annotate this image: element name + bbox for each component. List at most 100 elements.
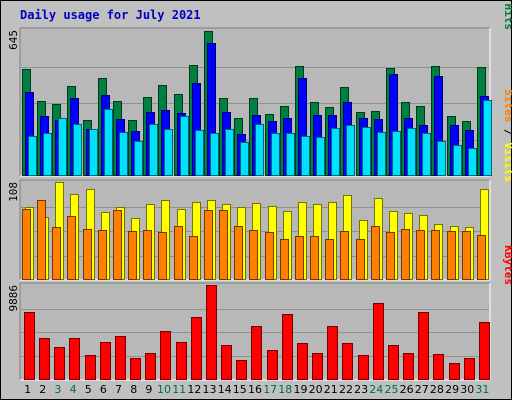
bar-sites-day-6 — [98, 230, 107, 280]
series-legend: Sites / Visits — [502, 89, 512, 182]
day-label-20: 20 — [309, 383, 323, 396]
bar-kbytes-day-13 — [206, 285, 217, 380]
bar-pages-day-28 — [437, 141, 446, 176]
bar-pages-day-17 — [271, 133, 280, 176]
day-label-19: 19 — [294, 383, 308, 396]
bar-pages-day-16 — [255, 124, 264, 176]
max-value-label: 108 — [7, 182, 20, 202]
day-label-21: 21 — [324, 383, 338, 396]
bar-pages-day-19 — [301, 136, 310, 176]
bar-kbytes-day-22 — [342, 343, 353, 380]
bar-sites-day-7 — [113, 210, 122, 280]
bar-kbytes-day-28 — [433, 354, 444, 380]
bar-sites-day-15 — [234, 226, 243, 280]
max-value-label: 645 — [7, 30, 20, 50]
bar-sites-day-9 — [143, 230, 152, 280]
bar-sites-day-25 — [386, 232, 395, 280]
bar-sites-day-21 — [325, 239, 334, 280]
bar-kbytes-day-6 — [100, 342, 111, 380]
series-legend: Pages / Files / Hits — [502, 0, 512, 30]
chart-panels: 645 Pages / Files / Hits 108 Sites / Visits… — [7, 0, 512, 381]
bar-kbytes-day-4 — [69, 338, 80, 380]
bar-kbytes-day-27 — [418, 312, 429, 380]
bar-sites-day-18 — [280, 239, 289, 280]
bar-kbytes-day-17 — [267, 350, 278, 380]
bar-kbytes-day-24 — [373, 303, 384, 380]
bar-pages-day-5 — [89, 129, 98, 176]
day-label-6: 6 — [100, 383, 107, 396]
day-label-15: 15 — [233, 383, 247, 396]
bar-sites-day-10 — [158, 232, 167, 280]
bar-pages-day-2 — [43, 133, 52, 176]
day-label-26: 26 — [400, 383, 414, 396]
bar-sites-day-30 — [462, 231, 471, 280]
bar-pages-day-13 — [210, 133, 219, 176]
bar-kbytes-day-8 — [130, 358, 141, 380]
bar-pages-day-8 — [134, 141, 143, 176]
bar-kbytes-day-9 — [145, 353, 156, 380]
bar-kbytes-day-20 — [312, 353, 323, 380]
bar-sites-day-5 — [83, 229, 92, 280]
day-label-22: 22 — [339, 383, 353, 396]
day-label-2: 2 — [39, 383, 46, 396]
bar-pages-day-15 — [240, 142, 249, 176]
bar-pages-day-20 — [316, 137, 325, 176]
bar-kbytes-day-5 — [85, 355, 96, 380]
day-label-12: 12 — [187, 383, 201, 396]
bar-pages-day-4 — [73, 124, 82, 176]
series-sites — [22, 200, 486, 280]
day-labels: 1 2 3 4 5 6 7 8 9 10 11 12 13 14 15 16 17 18 19 20 21 22 23 24 2… — [24, 383, 489, 396]
day-label-27: 27 — [415, 383, 429, 396]
bar-sites-day-22 — [340, 231, 349, 280]
bar-kbytes-day-15 — [236, 360, 247, 380]
bar-kbytes-day-11 — [176, 342, 187, 380]
bar-sites-day-4 — [67, 216, 76, 280]
day-label-11: 11 — [172, 383, 186, 396]
day-label-3: 3 — [54, 383, 61, 396]
bar-pages-day-27 — [422, 133, 431, 176]
bar-kbytes-day-3 — [54, 347, 65, 380]
bar-pages-day-23 — [362, 127, 371, 176]
bar-pages-day-1 — [28, 136, 37, 176]
bar-kbytes-day-19 — [297, 343, 308, 380]
max-value-label: 9886 — [7, 285, 20, 312]
bar-pages-day-6 — [104, 109, 113, 176]
bar-kbytes-day-18 — [282, 314, 293, 380]
bar-pages-day-25 — [392, 131, 401, 176]
bar-sites-day-8 — [128, 231, 137, 280]
bar-pages-day-7 — [119, 132, 128, 176]
series-kbytes — [24, 285, 490, 380]
series-legend: KBytes — [502, 245, 512, 285]
day-label-29: 29 — [445, 383, 459, 396]
bar-sites-day-29 — [447, 231, 456, 280]
day-label-7: 7 — [115, 383, 122, 396]
panel-hits-files-pages: 645 Pages / Files / Hits — [7, 0, 512, 177]
bar-pages-day-12 — [195, 130, 204, 176]
legend-entry: Hits — [502, 4, 512, 31]
bar-sites-day-28 — [431, 230, 440, 280]
bar-kbytes-day-16 — [251, 326, 262, 380]
bar-pages-day-9 — [149, 124, 158, 176]
bar-sites-day-26 — [401, 229, 410, 280]
bar-kbytes-day-30 — [464, 358, 475, 380]
day-label-25: 25 — [385, 383, 399, 396]
series-pages — [28, 100, 492, 176]
bar-sites-day-23 — [356, 239, 365, 280]
day-label-17: 17 — [263, 383, 277, 396]
day-label-1: 1 — [24, 383, 31, 396]
bar-kbytes-day-21 — [327, 326, 338, 380]
day-label-14: 14 — [218, 383, 232, 396]
day-label-24: 24 — [369, 383, 383, 396]
day-label-16: 16 — [248, 383, 262, 396]
bar-kbytes-day-31 — [479, 322, 490, 380]
bar-sites-day-27 — [416, 230, 425, 280]
legend-entry: Sites — [502, 89, 512, 122]
day-label-8: 8 — [130, 383, 137, 396]
bar-kbytes-day-1 — [24, 312, 35, 380]
bar-sites-day-11 — [174, 226, 183, 280]
bar-pages-day-29 — [453, 145, 462, 176]
bar-pages-day-3 — [58, 118, 67, 176]
day-label-9: 9 — [145, 383, 152, 396]
